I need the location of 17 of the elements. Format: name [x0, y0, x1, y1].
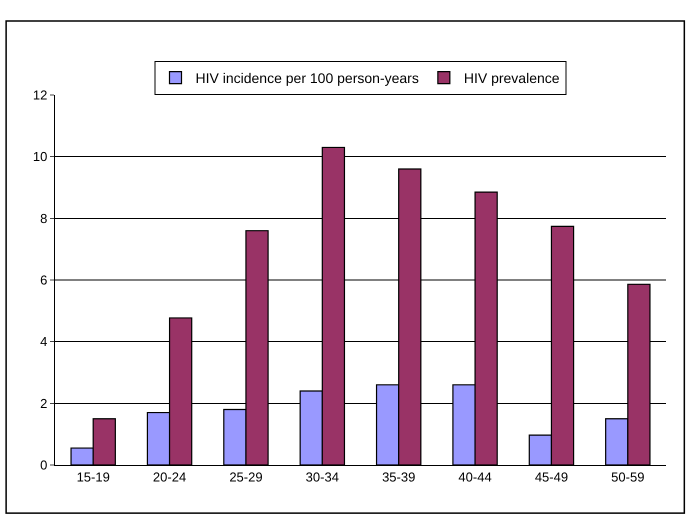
x-tick-label: 25-29: [229, 470, 263, 485]
legend-label: HIV prevalence: [464, 70, 560, 86]
x-tick-label: 45-49: [534, 470, 568, 485]
legend-label: HIV incidence per 100 person-years: [196, 70, 419, 86]
y-tick-label: 6: [40, 272, 48, 288]
x-tick-label: 40-44: [458, 470, 492, 485]
y-tick-label: 2: [40, 396, 48, 411]
y-tick-label: 10: [32, 149, 48, 164]
x-tick-label: 50-59: [611, 470, 644, 485]
x-tick-label: 15-19: [76, 470, 110, 485]
y-tick-label: 8: [40, 210, 48, 226]
x-tick-label: 20-24: [152, 470, 186, 485]
x-tick-label: 35-39: [382, 470, 416, 485]
y-tick-label: 4: [40, 334, 48, 350]
y-tick-label: 12: [32, 88, 48, 103]
y-tick-label: 0: [40, 458, 48, 473]
x-tick-label: 30-34: [306, 470, 339, 485]
